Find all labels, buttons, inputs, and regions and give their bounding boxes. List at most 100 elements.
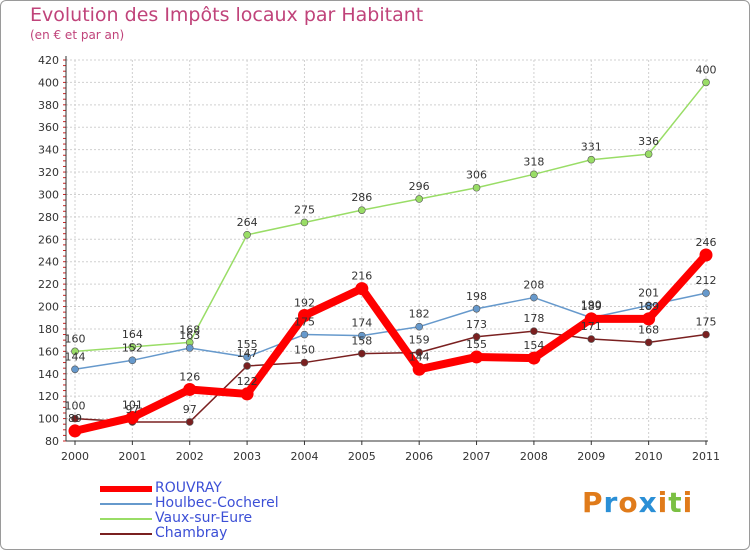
- data-label-houlbec-cocherel: 155: [237, 338, 258, 351]
- data-label-vaux-sur-eure: 275: [294, 203, 315, 216]
- data-point-chambray: [472, 332, 481, 341]
- y-tick-label: 260: [38, 233, 59, 246]
- data-label-rouvray: 154: [523, 339, 544, 352]
- data-label-vaux-sur-eure: 160: [65, 332, 86, 345]
- series-line-chambray: [74, 330, 707, 423]
- data-point-vaux-sur-eure: [415, 195, 423, 203]
- legend-label-chambray: Chambray: [155, 525, 228, 541]
- data-label-rouvray: 246: [696, 236, 717, 249]
- chart-title: Evolution des Impôts locaux par Habitant: [30, 4, 424, 26]
- data-label-chambray: 97: [125, 403, 139, 416]
- data-point-rouvray: [642, 312, 656, 326]
- y-tick-label: 300: [38, 188, 59, 201]
- data-label-rouvray: 101: [122, 398, 143, 411]
- data-label-rouvray: 126: [179, 370, 200, 383]
- data-label-vaux-sur-eure: 164: [122, 328, 143, 341]
- data-point-chambray: [415, 348, 423, 357]
- data-label-chambray: 158: [351, 335, 372, 348]
- data-point-chambray: [644, 338, 653, 347]
- y-tick-label: 180: [38, 323, 59, 336]
- data-point-vaux-sur-eure: [358, 206, 366, 214]
- data-label-vaux-sur-eure: 264: [237, 216, 258, 229]
- data-label-vaux-sur-eure: 306: [466, 169, 487, 182]
- y-tick-label: 220: [38, 278, 59, 291]
- data-label-rouvray: 192: [294, 296, 315, 309]
- data-label-rouvray: 189: [638, 300, 659, 313]
- data-label-chambray: 150: [294, 344, 315, 357]
- y-tick-label: 140: [38, 368, 59, 381]
- x-tick-label: 2011: [692, 450, 720, 463]
- data-point-vaux-sur-eure: [587, 155, 596, 164]
- data-point-chambray: [530, 327, 538, 335]
- data-label-vaux-sur-eure: 336: [638, 135, 659, 148]
- y-tick-label: 380: [38, 99, 59, 112]
- x-tick-label: 2007: [463, 450, 491, 463]
- y-tick-label: 120: [38, 390, 59, 403]
- data-point-rouvray: [355, 282, 369, 296]
- data-label-rouvray: 144: [409, 350, 430, 363]
- legend-label-houlbec-cocherel: Houlbec-Cocherel: [155, 495, 279, 511]
- data-point-houlbec-cocherel: [415, 322, 423, 331]
- data-label-houlbec-cocherel: 152: [122, 341, 143, 354]
- legend-swatch-chambray: [100, 533, 152, 535]
- data-label-chambray: 97: [183, 403, 197, 416]
- x-tick-label: 2005: [348, 450, 376, 463]
- data-label-houlbec-cocherel: 174: [351, 317, 372, 330]
- data-point-houlbec-cocherel: [300, 330, 309, 339]
- data-label-vaux-sur-eure: 286: [351, 191, 372, 204]
- data-point-houlbec-cocherel: [530, 293, 538, 302]
- data-point-chambray: [71, 414, 79, 423]
- y-tick-label: 360: [38, 121, 59, 134]
- x-tick-label: 2002: [176, 450, 204, 463]
- data-point-vaux-sur-eure: [300, 218, 309, 227]
- data-point-houlbec-cocherel: [71, 365, 79, 374]
- y-tick-label: 100: [38, 413, 59, 426]
- data-point-chambray: [702, 330, 710, 339]
- y-tick-label: 420: [38, 54, 59, 67]
- data-point-houlbec-cocherel: [243, 353, 251, 361]
- data-point-vaux-sur-eure: [644, 150, 653, 158]
- x-tick-label: 2008: [520, 450, 548, 463]
- x-tick-label: 2004: [290, 450, 318, 463]
- x-tick-label: 2009: [577, 450, 605, 463]
- data-label-vaux-sur-eure: 400: [696, 63, 717, 76]
- data-label-houlbec-cocherel: 175: [294, 316, 315, 329]
- data-label-vaux-sur-eure: 296: [409, 180, 430, 193]
- data-label-rouvray: 189: [581, 300, 602, 313]
- data-point-chambray: [185, 418, 194, 426]
- data-label-vaux-sur-eure: 318: [523, 155, 544, 168]
- data-point-rouvray: [297, 308, 311, 322]
- data-label-vaux-sur-eure: 331: [581, 141, 602, 154]
- data-point-houlbec-cocherel: [644, 301, 653, 310]
- y-tick-label: 340: [38, 144, 59, 157]
- legend-swatch-rouvray: [100, 486, 152, 492]
- data-label-rouvray: 89: [68, 412, 82, 425]
- data-label-houlbec-cocherel: 182: [409, 308, 430, 321]
- chart-subtitle: (en € et par an): [30, 28, 125, 42]
- x-tick-label: 2003: [233, 450, 261, 463]
- data-label-houlbec-cocherel: 201: [638, 286, 659, 299]
- data-point-rouvray: [527, 351, 541, 365]
- data-point-vaux-sur-eure: [530, 170, 538, 179]
- legend-swatch-vaux-sur-eure: [100, 518, 152, 520]
- x-tick-label: 2006: [405, 450, 433, 463]
- y-tick-label: 280: [38, 211, 59, 224]
- data-point-houlbec-cocherel: [472, 304, 481, 313]
- data-point-vaux-sur-eure: [472, 183, 481, 192]
- y-tick-label: 320: [38, 166, 59, 179]
- data-point-rouvray: [470, 350, 484, 364]
- legend-swatch-houlbec-cocherel: [100, 503, 152, 505]
- data-point-chambray: [587, 335, 596, 343]
- brand-letter: P: [582, 486, 604, 519]
- data-point-rouvray: [699, 248, 713, 262]
- data-label-rouvray: 155: [466, 338, 487, 351]
- data-label-houlbec-cocherel: 212: [696, 274, 717, 287]
- series-line-rouvray: [71, 250, 710, 435]
- data-label-chambray: 175: [696, 316, 717, 329]
- brand-letter: i: [682, 486, 694, 519]
- brand-letter: t: [668, 486, 683, 519]
- x-tick-label: 2000: [61, 450, 89, 463]
- data-point-rouvray: [125, 410, 139, 424]
